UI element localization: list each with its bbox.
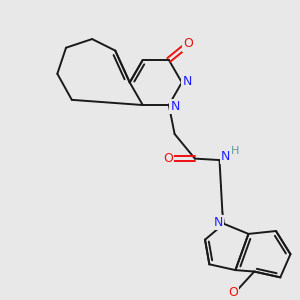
Text: N: N: [170, 100, 180, 113]
Text: H: H: [231, 146, 240, 156]
Text: O: O: [228, 286, 238, 299]
Text: O: O: [183, 38, 193, 50]
Text: N: N: [221, 150, 231, 163]
Text: N: N: [213, 216, 223, 229]
Text: N: N: [182, 74, 192, 88]
Text: O: O: [163, 152, 173, 165]
